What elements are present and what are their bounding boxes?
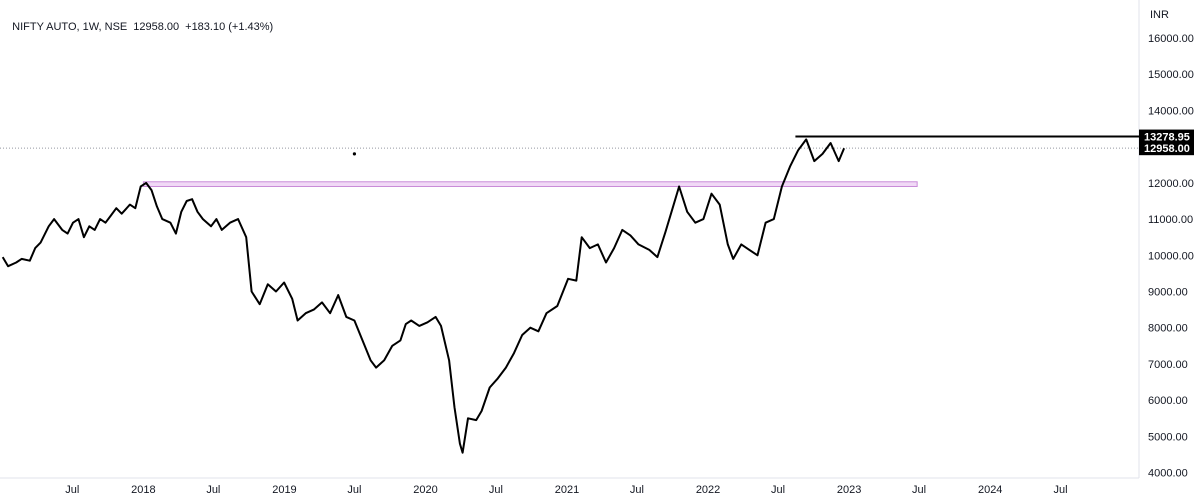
x-tick-label: 2020	[413, 484, 437, 496]
x-tick-label: Jul	[630, 484, 644, 496]
price-series-line	[1, 138, 846, 454]
axis-labels: INR 4000.00 5000.00 6000.00 7000.00 8000.00 90…	[65, 9, 1194, 496]
x-tick-label: 2018	[131, 484, 155, 496]
y-tick-label: 16000.00	[1148, 33, 1194, 45]
y-tick-label: 7000.00	[1148, 359, 1188, 371]
axes	[0, 0, 1140, 479]
resistance-price-tag-bg	[1139, 129, 1194, 144]
dot-marker	[352, 152, 357, 156]
y-tick-label: 15000.00	[1148, 69, 1194, 81]
y-tick-label: 11000.00	[1148, 214, 1193, 226]
y-tick-label: 6000.00	[1148, 395, 1188, 407]
x-tick-label: 2022	[696, 484, 720, 496]
x-tick-label: 2024	[978, 484, 1002, 496]
series	[1, 138, 846, 454]
x-tick-label: Jul	[912, 484, 926, 496]
change-label: +183.10 (+1.43%)	[185, 21, 274, 33]
x-tick-label: Jul	[771, 484, 785, 496]
last-price-tag: 12958.00	[1144, 143, 1190, 155]
x-tick-label: Jul	[489, 484, 503, 496]
x-tick-label: 2023	[837, 484, 861, 496]
y-tick-label: 5000.00	[1148, 431, 1188, 443]
y-tick-label: 14000.00	[1148, 105, 1194, 117]
support-zone	[142, 181, 918, 187]
x-tick-label: 2019	[272, 484, 296, 496]
price-label: 12958.00	[133, 21, 180, 33]
x-tick-label: Jul	[347, 484, 361, 496]
chart-header: NIFTY AUTO, 1W, NSE 12958.00 +183.10 (+1.4…	[6, 9, 279, 33]
x-tick-label: Jul	[206, 484, 220, 496]
x-tick-label: Jul	[1054, 484, 1068, 496]
y-tick-label: 4000.00	[1148, 468, 1188, 480]
annotations	[0, 135, 1139, 187]
y-tick-label: 10000.00	[1148, 250, 1194, 262]
y-tick-label: 12000.00	[1148, 178, 1194, 190]
symbol-label: NIFTY AUTO, 1W, NSE	[12, 21, 128, 33]
x-tick-label: Jul	[65, 484, 79, 496]
currency-label: INR	[1150, 9, 1169, 21]
x-tick-label: 2021	[555, 484, 579, 496]
resistance-price-tag: 13278.95	[1144, 132, 1190, 144]
y-tick-label: 8000.00	[1148, 323, 1188, 335]
y-tick-label: 9000.00	[1148, 287, 1188, 299]
last-price-tag-bg	[1139, 141, 1194, 156]
